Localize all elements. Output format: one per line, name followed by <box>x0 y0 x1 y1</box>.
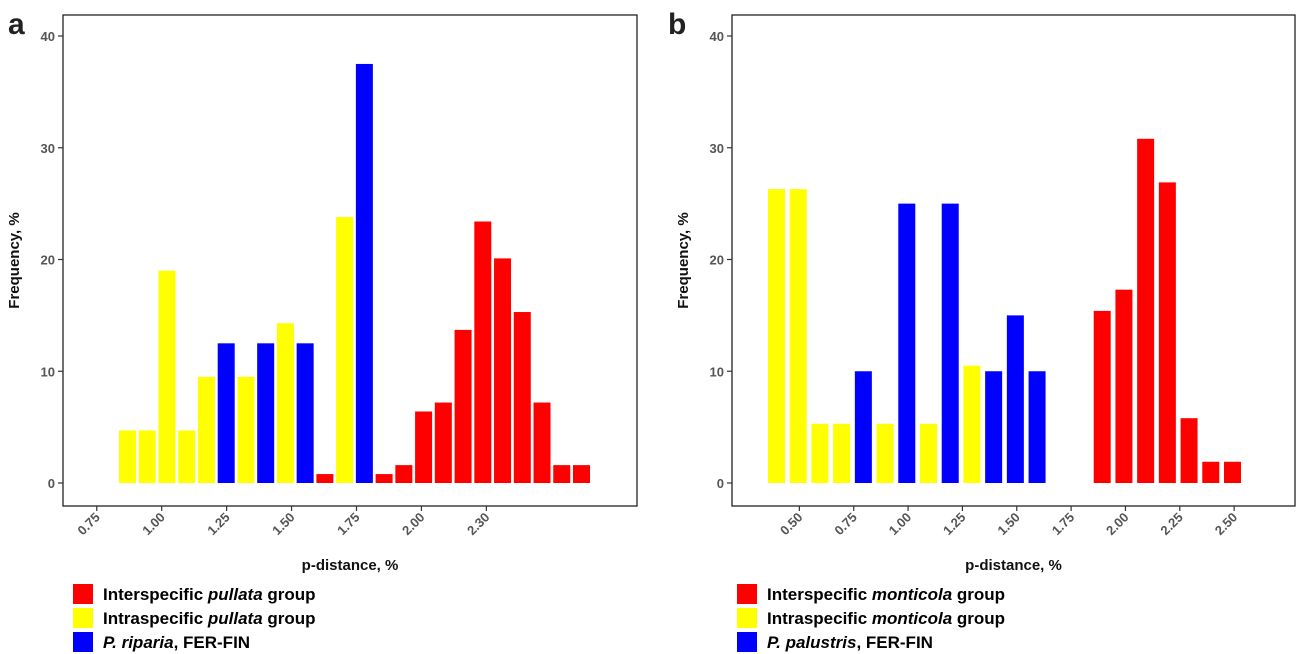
bar-intraspecific <box>963 365 981 483</box>
x-tick-label: 0.75 <box>74 510 103 539</box>
plot-frame <box>62 14 638 507</box>
legend-label: Interspecific monticola group <box>767 585 1005 604</box>
x-tick-label: 1.25 <box>204 510 233 539</box>
y-tick-label: 40 <box>710 29 724 44</box>
bar-reference <box>1006 315 1024 483</box>
bar-intraspecific <box>789 189 807 483</box>
bar-reference <box>257 343 275 483</box>
bar-interspecific <box>454 329 472 483</box>
bar-interspecific <box>573 465 590 483</box>
legend-swatch <box>737 608 757 628</box>
panel-letter: a <box>8 8 25 41</box>
x-tick-label: 0.75 <box>831 510 860 539</box>
panel-a: a 0 10 20 30 40 0.75 1.00 1.25 1.50 1.75 2.00 2.30 p-… <box>6 8 638 652</box>
bar-reference <box>217 343 235 483</box>
x-tick-label: 1.00 <box>886 510 915 539</box>
bar-intraspecific <box>920 423 937 483</box>
x-tick-label: 1.50 <box>269 510 298 539</box>
bar-intraspecific <box>876 423 894 483</box>
bar-interspecific <box>1115 289 1133 483</box>
bar-interspecific <box>1180 418 1198 483</box>
y-tick-label: 20 <box>710 253 724 268</box>
x-axis-title: p-distance, % <box>965 557 1062 574</box>
panel-letter: b <box>668 8 686 41</box>
plot-frame <box>731 14 1296 507</box>
bar-interspecific <box>1137 138 1155 483</box>
legend-label: P. palustris, FER-FIN <box>767 633 933 652</box>
bar-intraspecific <box>178 430 196 483</box>
bar-interspecific <box>533 402 551 483</box>
y-tick-label: 30 <box>41 141 55 156</box>
x-tick-label: 2.25 <box>1157 510 1186 539</box>
bar-reference <box>985 371 1003 483</box>
y-tick-label: 20 <box>41 253 55 268</box>
y-tick-label: 10 <box>710 364 724 379</box>
bar-interspecific <box>1224 461 1241 483</box>
legend-label: P. riparia, FER-FIN <box>103 633 250 652</box>
legend-swatch <box>73 632 93 652</box>
bar-intraspecific <box>336 217 354 483</box>
x-tick-label: 1.75 <box>1049 510 1078 539</box>
legend-swatch <box>73 608 93 628</box>
x-tick-label: 1.75 <box>334 510 363 539</box>
bar-intraspecific <box>811 423 829 483</box>
bar-interspecific <box>434 402 452 483</box>
legend-swatch <box>737 584 757 604</box>
bar-reference <box>941 203 959 483</box>
y-tick-label: 0 <box>717 476 724 491</box>
bar-intraspecific <box>119 430 136 483</box>
x-tick-label: 2.50 <box>1212 510 1241 539</box>
x-tick-label: 1.00 <box>139 510 168 539</box>
legend-swatch <box>73 584 93 604</box>
bar-interspecific <box>494 258 512 483</box>
bar-interspecific <box>316 474 334 483</box>
x-tick-label: 1.25 <box>940 510 969 539</box>
bar-intraspecific <box>158 270 176 483</box>
panel-b: b 0 10 20 30 40 0.50 0.75 1.00 1.25 1.50 1.75 2.00 2.… <box>668 8 1296 652</box>
bar-intraspecific <box>138 430 156 483</box>
bar-interspecific <box>1093 310 1111 483</box>
bar-reference <box>1028 371 1046 483</box>
x-tick-label: 2.30 <box>464 510 493 539</box>
y-tick-label: 40 <box>41 29 55 44</box>
x-axis-title: p-distance, % <box>302 557 399 574</box>
y-tick-label: 10 <box>41 364 55 379</box>
legend-label: Intraspecific pullata group <box>103 609 316 628</box>
x-tick-label: 2.00 <box>1103 510 1132 539</box>
x-tick-label: 2.00 <box>399 510 428 539</box>
y-tick-label: 30 <box>710 141 724 156</box>
y-tick-label: 0 <box>48 476 55 491</box>
bar-reference <box>854 371 872 483</box>
y-axis-title: Frequency, % <box>6 212 23 308</box>
bar-interspecific <box>1158 182 1176 483</box>
x-tick-label: 1.50 <box>994 510 1023 539</box>
bar-reference <box>898 203 916 483</box>
legend-label: Interspecific pullata group <box>103 585 316 604</box>
bar-intraspecific <box>768 189 785 483</box>
bar-interspecific <box>513 312 531 483</box>
bar-interspecific <box>415 411 433 483</box>
legend-swatch <box>737 632 757 652</box>
bar-interspecific <box>474 221 492 483</box>
bar-intraspecific <box>237 376 255 483</box>
legend-label: Intraspecific monticola group <box>767 609 1005 628</box>
bar-intraspecific <box>197 376 215 483</box>
bar-interspecific <box>553 465 571 483</box>
bar-intraspecific <box>833 423 851 483</box>
bar-reference <box>355 63 373 483</box>
bar-interspecific <box>395 465 413 483</box>
bar-reference <box>296 343 314 483</box>
x-tick-label: 0.50 <box>777 510 806 539</box>
bar-interspecific <box>375 474 393 483</box>
y-axis-title: Frequency, % <box>675 212 692 308</box>
bar-interspecific <box>1202 461 1220 483</box>
bar-intraspecific <box>276 323 294 483</box>
